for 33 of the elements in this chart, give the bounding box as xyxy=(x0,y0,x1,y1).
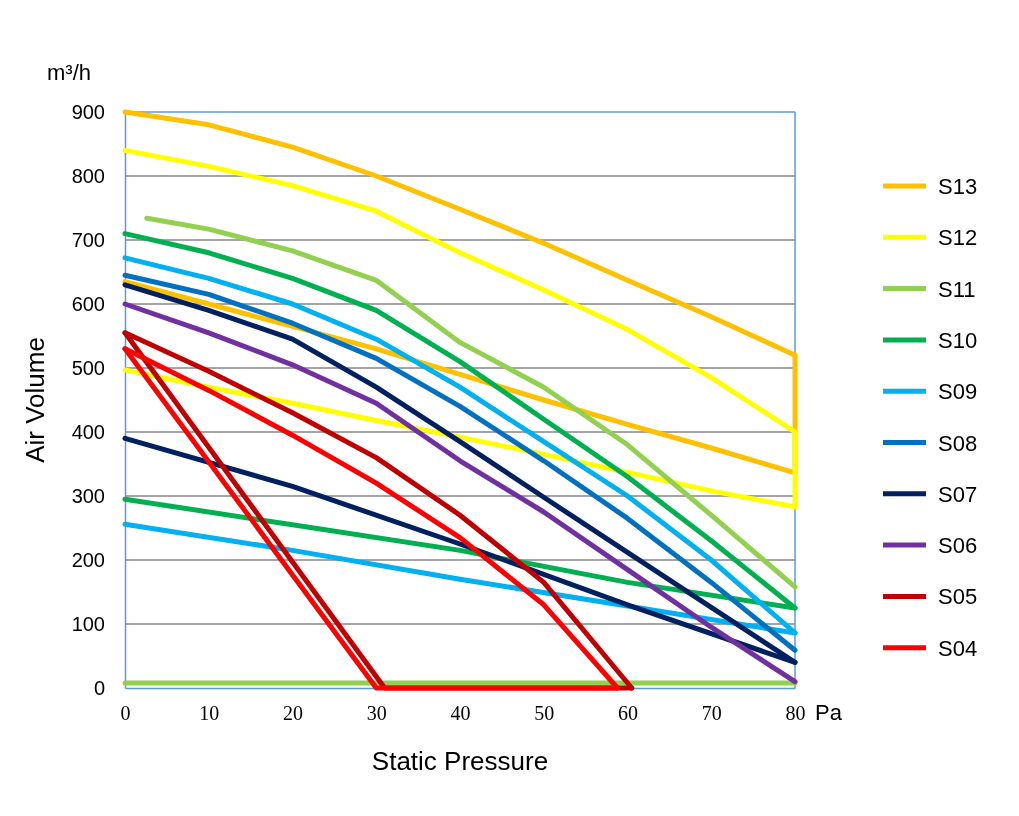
x-tick-label: 70 xyxy=(701,702,722,725)
x-tick-label: 50 xyxy=(534,702,555,725)
x-tick-label: 20 xyxy=(283,702,303,725)
y-tick-label: 400 xyxy=(71,420,105,443)
legend-label: S12 xyxy=(938,225,978,251)
x-tick-label: 60 xyxy=(618,702,638,725)
y-tick-label: 200 xyxy=(71,548,105,571)
legend-label: S08 xyxy=(938,430,978,456)
legend-label: S06 xyxy=(938,533,978,559)
x-axis-title: Static Pressure xyxy=(371,746,549,776)
y-tick-label: 100 xyxy=(71,612,105,635)
x-tick-label: 0 xyxy=(120,702,131,725)
x-tick-label: 80 xyxy=(785,702,806,725)
x-tick-label: 30 xyxy=(366,702,387,725)
y-tick-label: 300 xyxy=(71,484,105,507)
legend-label: S09 xyxy=(938,379,978,405)
legend-label: S10 xyxy=(938,327,978,353)
legend-label: S07 xyxy=(938,481,978,507)
legend-label: S11 xyxy=(938,276,976,302)
y-tick-label: 500 xyxy=(71,356,105,379)
text: Pa xyxy=(815,700,843,725)
y-tick-label: 800 xyxy=(71,164,105,187)
x-tick-label: 10 xyxy=(199,702,220,725)
legend-label: S04 xyxy=(938,635,978,661)
legend-label: S13 xyxy=(938,174,978,199)
y-tick-label: 900 xyxy=(71,100,105,123)
y-axis-title: Air Volume xyxy=(20,337,50,463)
x-tick-label: 40 xyxy=(450,702,471,725)
y-tick-label: 700 xyxy=(71,228,105,251)
y-tick-label: 0 xyxy=(93,676,105,699)
legend-label: S05 xyxy=(938,584,978,610)
text: m³/h xyxy=(47,60,91,85)
y-tick-label: 600 xyxy=(71,292,105,315)
